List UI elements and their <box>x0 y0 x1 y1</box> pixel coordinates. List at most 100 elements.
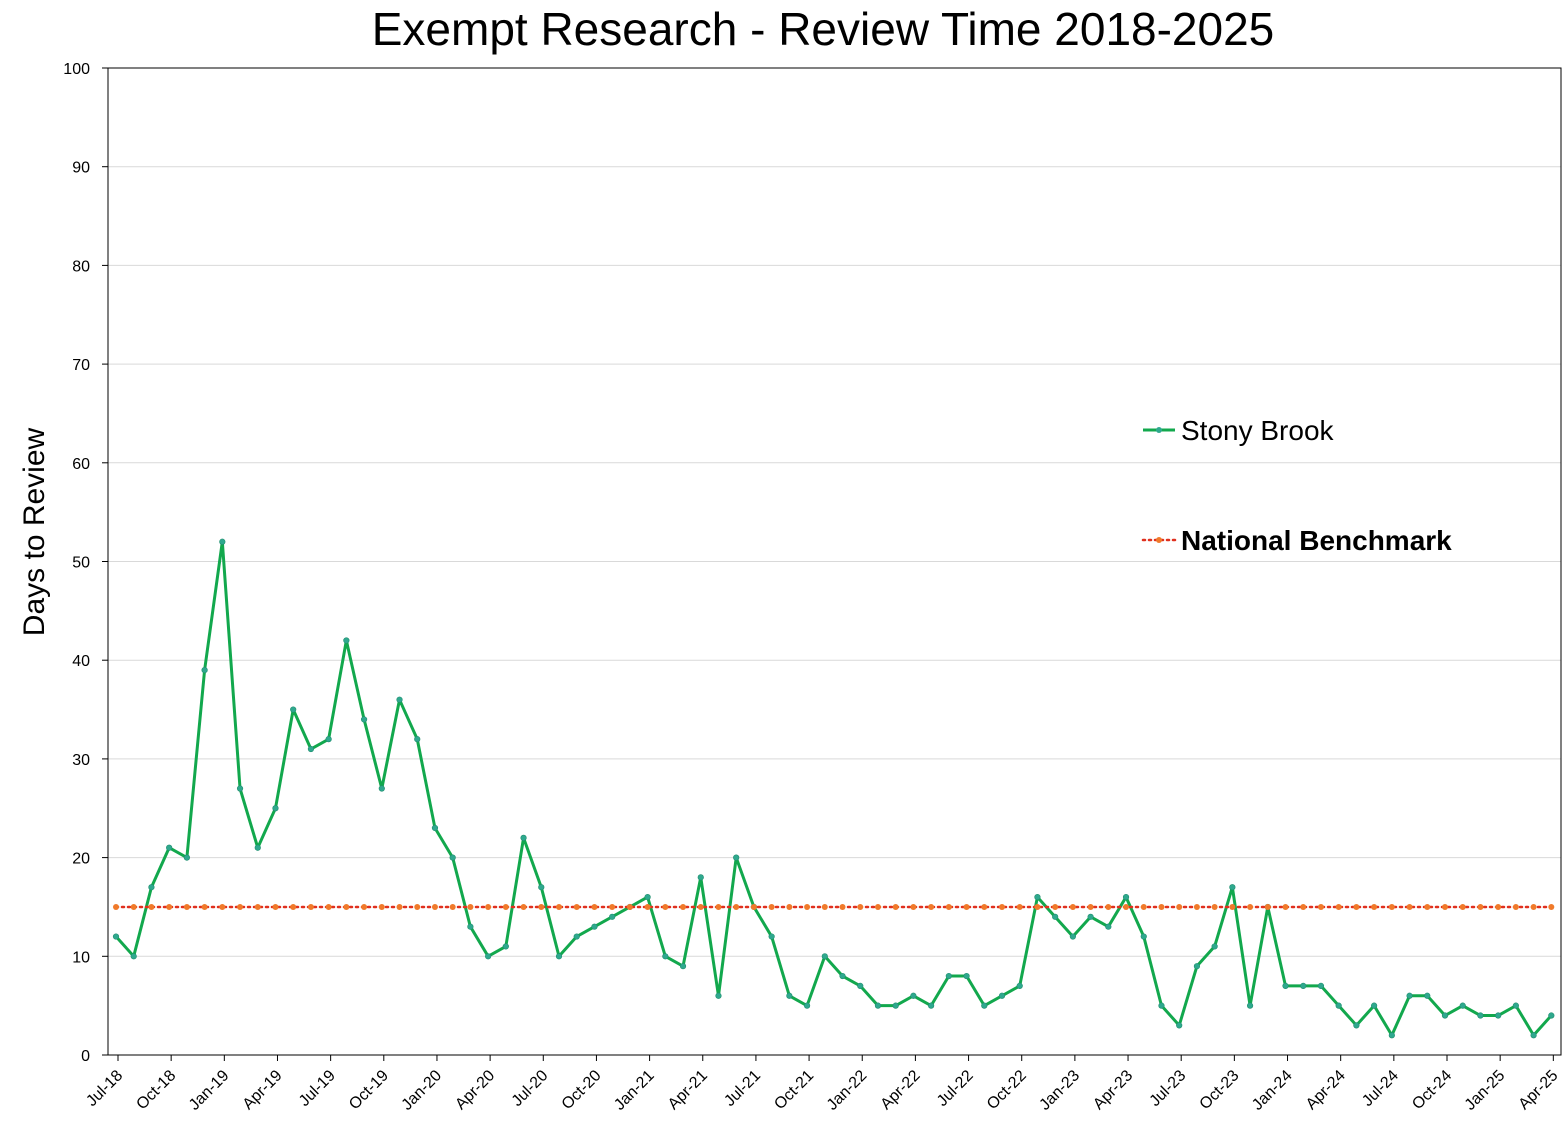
data-point <box>538 884 545 891</box>
x-tick-label: Oct-21 <box>771 1067 817 1113</box>
x-axis-ticks: Jul-18 Oct-18 Jan-19 Apr-19 Jul-19 Oct-19 Jan-… <box>83 1055 1562 1114</box>
data-point <box>272 903 279 910</box>
data-point <box>166 903 173 910</box>
chart-title: Exempt Research - Review Time 2018-2025 <box>371 3 1275 55</box>
data-point <box>928 1002 935 1009</box>
data-point <box>556 903 562 910</box>
data-point <box>1441 1012 1449 1019</box>
y-tick-label: 90 <box>72 160 90 177</box>
data-point <box>1264 903 1271 910</box>
data-point <box>343 637 350 644</box>
data-point <box>662 953 669 960</box>
data-point <box>1158 903 1165 910</box>
x-tick-label: Apr-24 <box>1303 1067 1349 1113</box>
data-point <box>857 982 864 990</box>
data-point <box>609 913 616 920</box>
data-point <box>1105 903 1112 910</box>
data-point <box>396 696 403 703</box>
data-point <box>555 953 563 960</box>
data-point <box>1317 982 1325 990</box>
data-point <box>378 903 385 910</box>
data-point <box>609 903 616 910</box>
data-point <box>963 972 970 980</box>
x-tick-label: Jul-18 <box>83 1067 126 1110</box>
data-point <box>538 903 545 910</box>
data-point <box>361 903 368 910</box>
data-point <box>290 903 297 910</box>
x-tick-label: Jan-19 <box>186 1067 233 1114</box>
data-point <box>1548 1012 1555 1019</box>
data-point <box>1317 903 1324 910</box>
data-point <box>1123 903 1130 910</box>
data-point <box>1442 903 1448 910</box>
data-point <box>1495 903 1502 910</box>
data-point <box>431 824 439 832</box>
data-point <box>1406 992 1413 999</box>
data-point <box>130 953 137 960</box>
data-point <box>467 903 474 910</box>
data-point <box>113 903 119 910</box>
data-point <box>1229 884 1236 891</box>
data-point <box>449 903 456 910</box>
data-point <box>1158 1002 1165 1009</box>
data-point <box>236 785 244 792</box>
data-point <box>715 903 722 910</box>
data-point <box>396 903 403 910</box>
data-point <box>1211 943 1218 950</box>
data-point <box>148 884 155 891</box>
data-point <box>573 933 580 940</box>
data-point <box>750 903 757 910</box>
data-point <box>963 903 970 910</box>
data-point <box>1388 903 1395 910</box>
y-tick-label: 100 <box>63 61 90 78</box>
data-point <box>644 893 651 901</box>
data-point <box>1477 903 1484 910</box>
data-point <box>804 903 811 910</box>
data-point <box>520 834 527 841</box>
y-tick-label: 40 <box>72 653 90 670</box>
y-axis-label: Days to Review <box>18 427 51 636</box>
data-point <box>520 903 527 910</box>
series-line <box>114 540 1553 1037</box>
y-axis-ticks: 0 10 20 30 40 50 60 70 80 90 100 <box>63 61 108 1065</box>
series-1 <box>113 903 1555 910</box>
x-tick-label: Apr-21 <box>665 1067 711 1113</box>
data-point <box>1530 1032 1537 1039</box>
x-tick-label: Oct-23 <box>1197 1067 1243 1113</box>
gridlines <box>108 166 1561 957</box>
data-point <box>1353 903 1360 910</box>
x-tick-label: Jul-21 <box>721 1067 764 1110</box>
x-tick-label: Oct-19 <box>346 1067 392 1113</box>
y-tick-label: 20 <box>72 851 90 868</box>
data-point <box>591 923 598 930</box>
x-tick-label: Apr-25 <box>1516 1067 1562 1113</box>
data-point <box>733 903 740 910</box>
x-tick-label: Jul-23 <box>1147 1067 1190 1110</box>
data-point <box>803 1002 811 1009</box>
data-point <box>1300 903 1307 910</box>
data-point <box>1282 903 1289 910</box>
data-point <box>219 903 226 910</box>
data-point <box>237 903 244 910</box>
y-tick-label: 30 <box>72 752 90 769</box>
data-point <box>183 854 190 861</box>
data-point <box>1193 963 1201 970</box>
data-point <box>1424 992 1431 999</box>
data-point <box>1300 982 1307 990</box>
x-tick-label: Jul-22 <box>934 1067 977 1110</box>
data-point <box>644 903 651 910</box>
data-point <box>1495 1012 1502 1019</box>
legend: Stony Brook National Benchmark <box>1141 415 1452 556</box>
data-point <box>307 903 314 910</box>
data-point <box>1246 1002 1254 1009</box>
legend-swatch-marker <box>1156 537 1162 543</box>
data-point <box>183 903 190 910</box>
data-point <box>857 903 864 910</box>
data-point <box>431 903 438 910</box>
data-point <box>1052 903 1059 910</box>
data-point <box>945 972 952 980</box>
data-point <box>1424 903 1431 910</box>
data-point <box>1229 903 1236 910</box>
y-tick-label: 50 <box>72 555 90 572</box>
data-point <box>360 716 368 723</box>
